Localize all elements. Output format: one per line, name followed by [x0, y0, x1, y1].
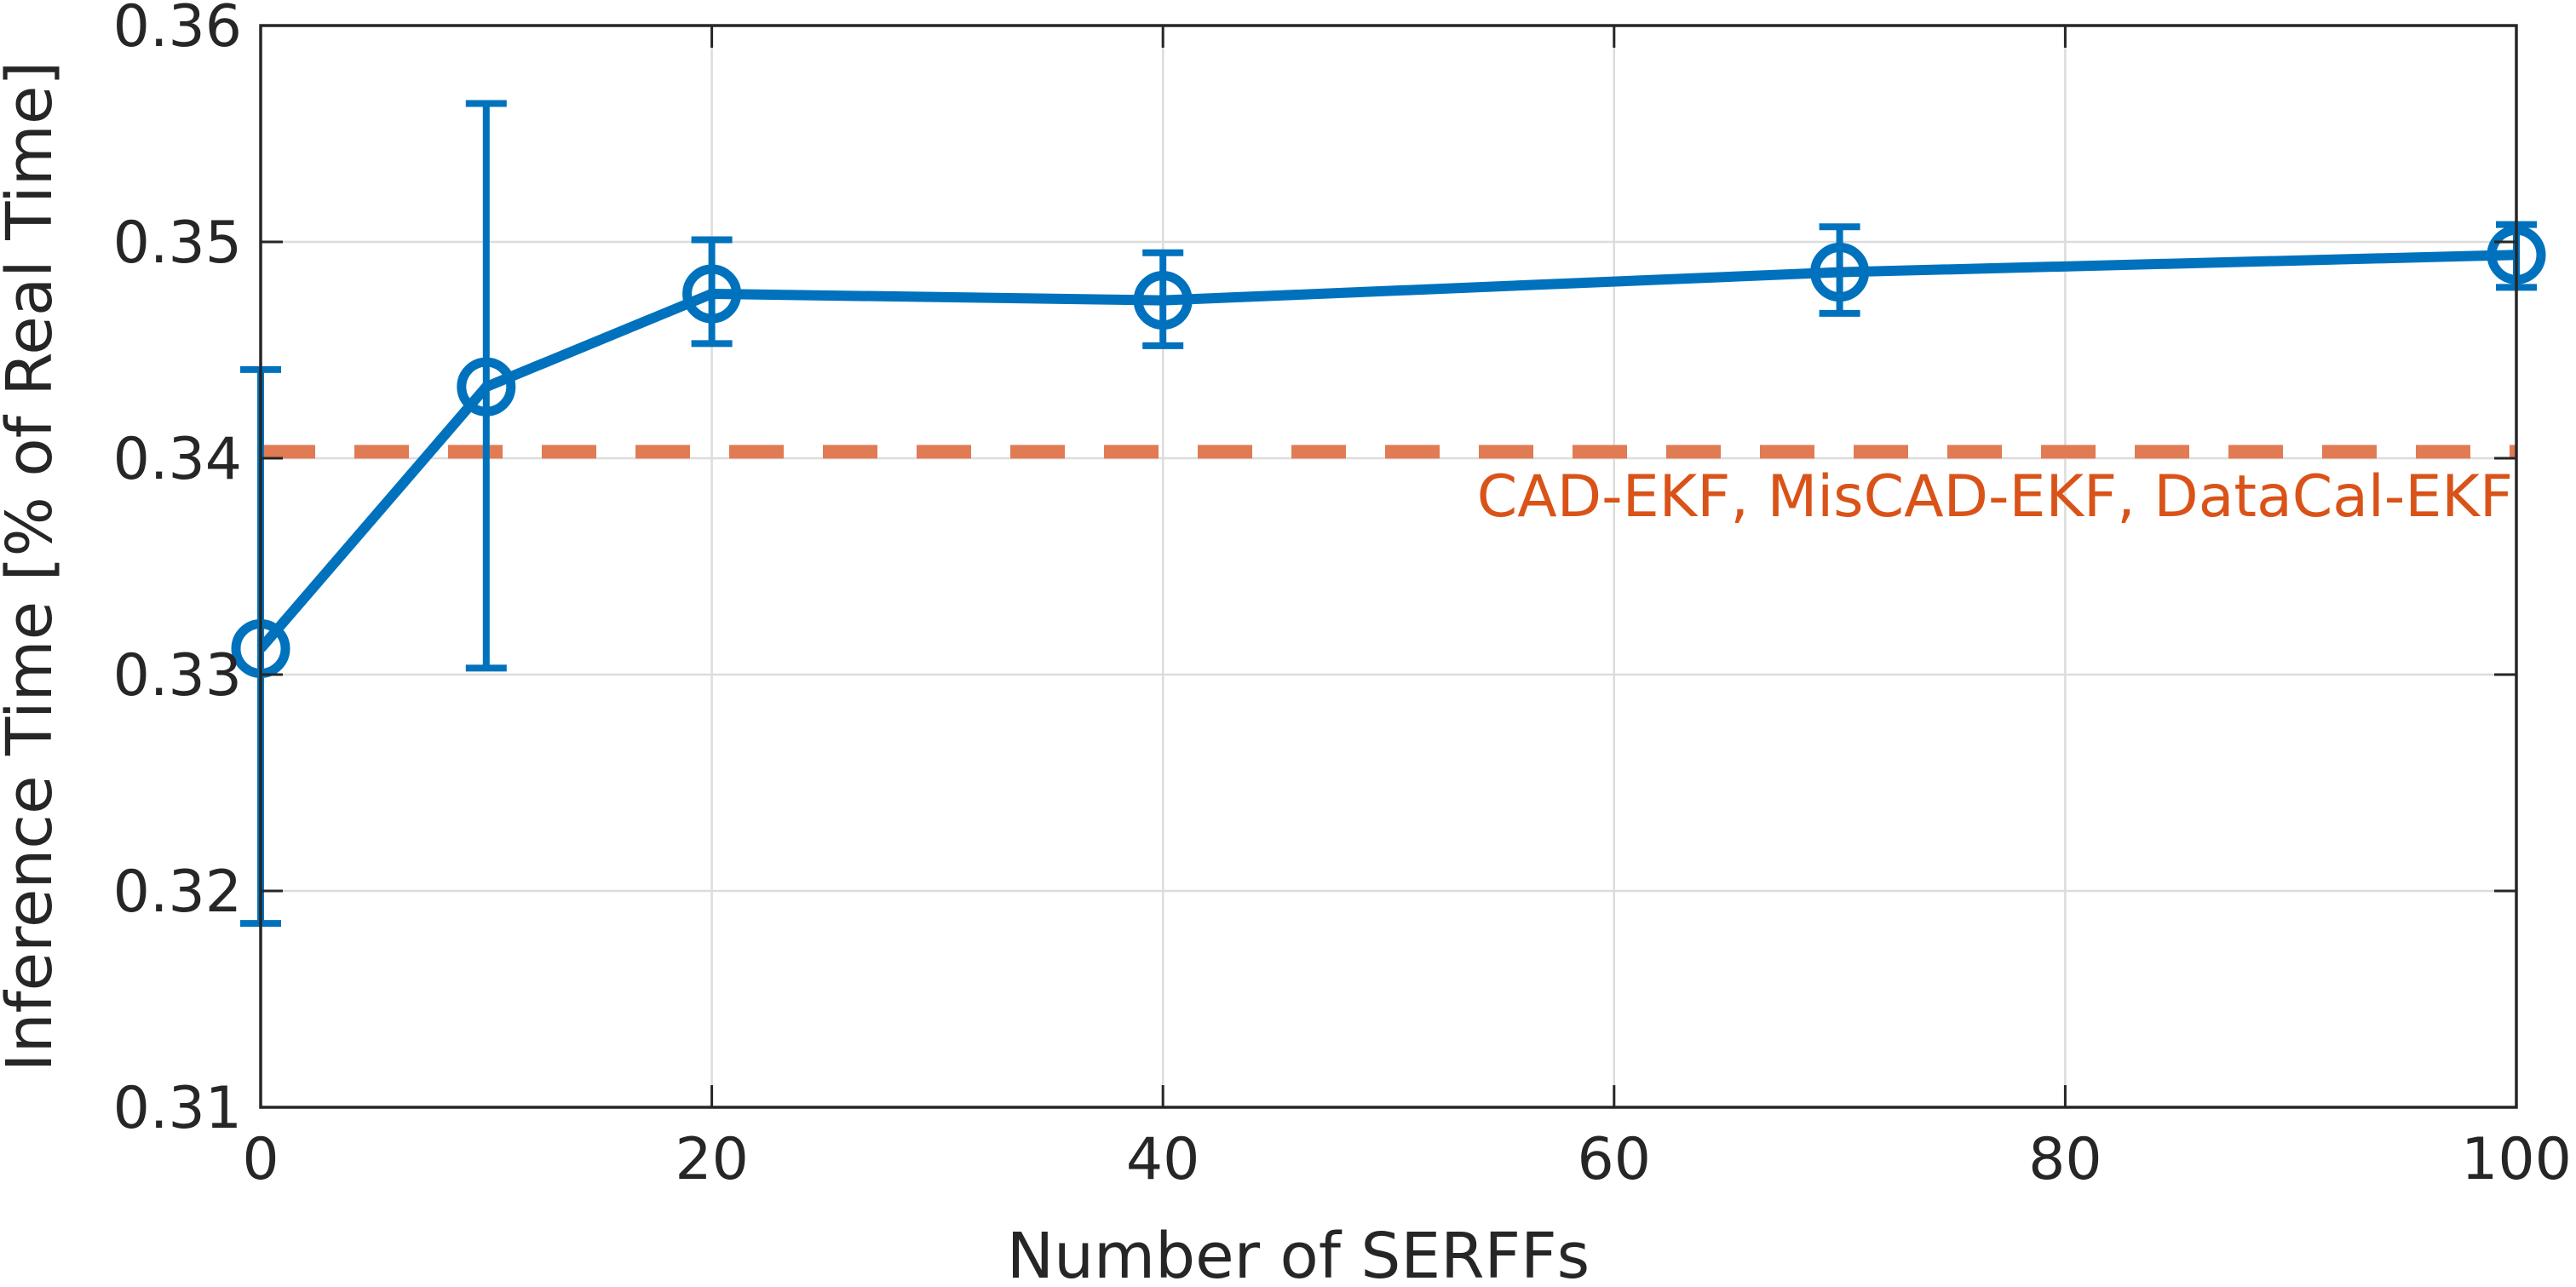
x-tick-label: 20 [675, 1126, 749, 1193]
plot-frame [259, 24, 2518, 1109]
y-axis-label: Inference Time [% of Real Time] [0, 61, 66, 1072]
x-tick-label: 0 [242, 1126, 279, 1193]
axes [259, 24, 2518, 1109]
y-tick-label: 0.35 [113, 210, 242, 277]
reference-line-label: CAD-EKF, MisCAD-EKF, DataCal-EKF [1477, 463, 2513, 531]
x-axis-label: Number of SERFFs [1007, 1220, 1590, 1287]
grid [259, 24, 2518, 1109]
x-tick-label: 40 [1126, 1126, 1200, 1193]
data-point [457, 357, 516, 417]
x-tick-label: 100 [2461, 1126, 2572, 1193]
data-point [1133, 271, 1193, 330]
y-tick-label: 0.34 [113, 426, 242, 493]
data-point [1810, 243, 1870, 302]
y-tick-label: 0.32 [113, 859, 242, 926]
y-tick-label: 0.33 [113, 642, 242, 710]
x-tick-label: 80 [2028, 1126, 2102, 1193]
y-tick-label: 0.36 [113, 0, 242, 60]
tick-labels: 0 20 40 60 80 100 0.31 0.32 0.33 0.34 0.35 0.36 [113, 0, 2572, 1193]
x-tick-label: 60 [1578, 1126, 1652, 1193]
y-tick-label: 0.31 [113, 1075, 242, 1142]
data-point [682, 264, 742, 324]
series-line [256, 250, 2517, 652]
